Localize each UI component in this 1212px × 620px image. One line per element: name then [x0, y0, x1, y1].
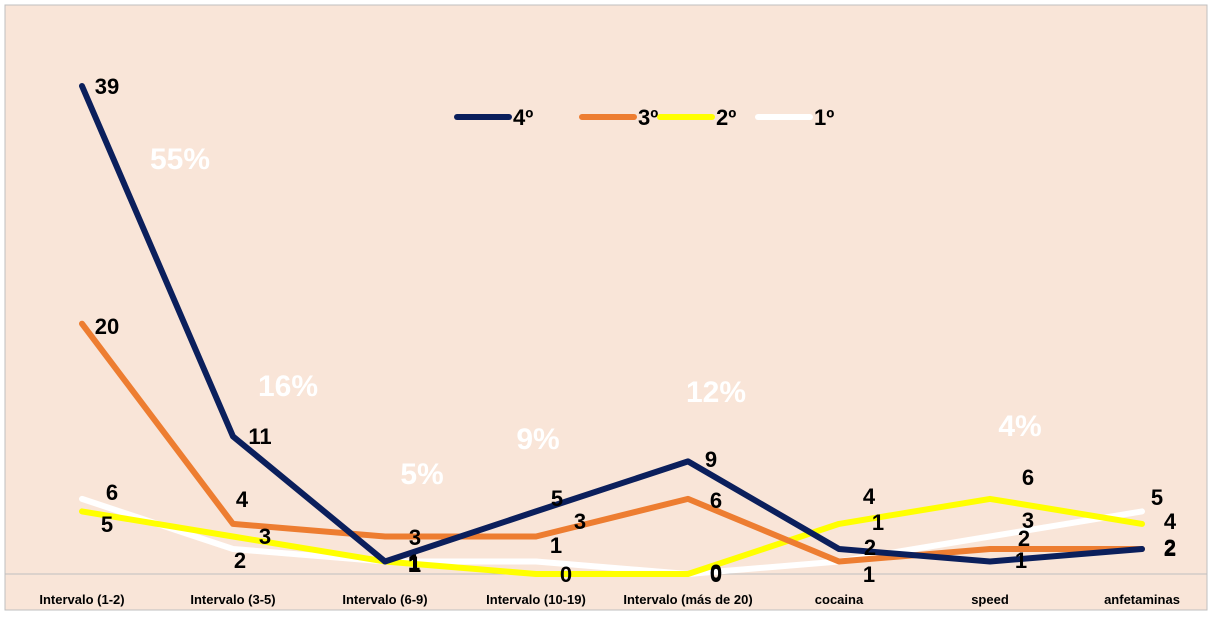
- data-label: 39: [95, 74, 119, 99]
- series-line-3: [79, 495, 1145, 577]
- data-label: 2: [1164, 535, 1176, 560]
- data-label: 5: [1151, 485, 1163, 510]
- series-line-2: [79, 320, 1145, 565]
- x-tick-label: speed: [971, 592, 1009, 607]
- percent-annotation: 5%: [400, 458, 443, 491]
- data-label: 2: [1018, 526, 1030, 551]
- data-label: 2: [234, 548, 246, 573]
- category-labels: Intervalo (1-2) Intervalo (3-5) Intervalo …: [39, 592, 1180, 607]
- data-label: 6: [1022, 465, 1034, 490]
- series-lines: [79, 83, 1145, 577]
- data-label: 2: [864, 535, 876, 560]
- data-label: 1: [1015, 548, 1027, 573]
- data-label: 3: [409, 525, 421, 550]
- data-label: 3: [574, 509, 586, 534]
- data-label: 4: [863, 484, 876, 509]
- legend-label: 3º: [638, 105, 658, 130]
- percent-annotation: 12%: [686, 376, 746, 409]
- series-line-4: [79, 495, 1145, 577]
- legend: 4º 3º 2º 1º: [454, 105, 834, 130]
- data-label: 4: [236, 487, 249, 512]
- data-label: 1: [408, 552, 420, 577]
- data-label: 20: [95, 314, 119, 339]
- legend-label: 4º: [513, 105, 533, 130]
- data-label: 3: [259, 524, 271, 549]
- data-label: 1: [872, 510, 884, 535]
- percent-annotation: 9%: [516, 423, 559, 456]
- data-label: 6: [106, 480, 118, 505]
- data-label: 1: [550, 533, 562, 558]
- percent-annotations: 55% 16% 5% 9% 12% 4%: [150, 143, 1042, 491]
- series-line-1: [79, 83, 1145, 565]
- data-label: 4: [1164, 509, 1177, 534]
- plot-background: [4, 4, 1208, 611]
- data-label: 5: [101, 512, 113, 537]
- data-label: 5: [551, 486, 563, 511]
- x-tick-label: cocaina: [815, 592, 864, 607]
- data-label: 0: [710, 560, 722, 585]
- data-label: 3: [1022, 508, 1034, 533]
- x-tick-label: Intervalo (más de 20): [623, 592, 752, 607]
- data-label: 0: [560, 562, 572, 587]
- data-label: 1: [408, 550, 420, 575]
- data-label: 9: [705, 447, 717, 472]
- percent-annotation: 16%: [258, 370, 318, 403]
- percent-annotation: 4%: [998, 410, 1041, 443]
- legend-label: 2º: [716, 105, 736, 130]
- data-label: 1: [409, 552, 421, 577]
- data-label: 11: [248, 424, 271, 449]
- percent-annotation: 55%: [150, 143, 210, 176]
- x-tick-label: Intervalo (3-5): [190, 592, 275, 607]
- x-tick-label: Intervalo (10-19): [486, 592, 586, 607]
- data-label: 1: [863, 562, 875, 587]
- x-tick-label: Intervalo (1-2): [39, 592, 124, 607]
- x-tick-label: anfetaminas: [1104, 592, 1180, 607]
- data-label: 0: [710, 562, 722, 587]
- data-label: 2: [1164, 536, 1176, 561]
- legend-label: 1º: [814, 105, 834, 130]
- data-label: 6: [710, 488, 722, 513]
- x-tick-label: Intervalo (6-9): [342, 592, 427, 607]
